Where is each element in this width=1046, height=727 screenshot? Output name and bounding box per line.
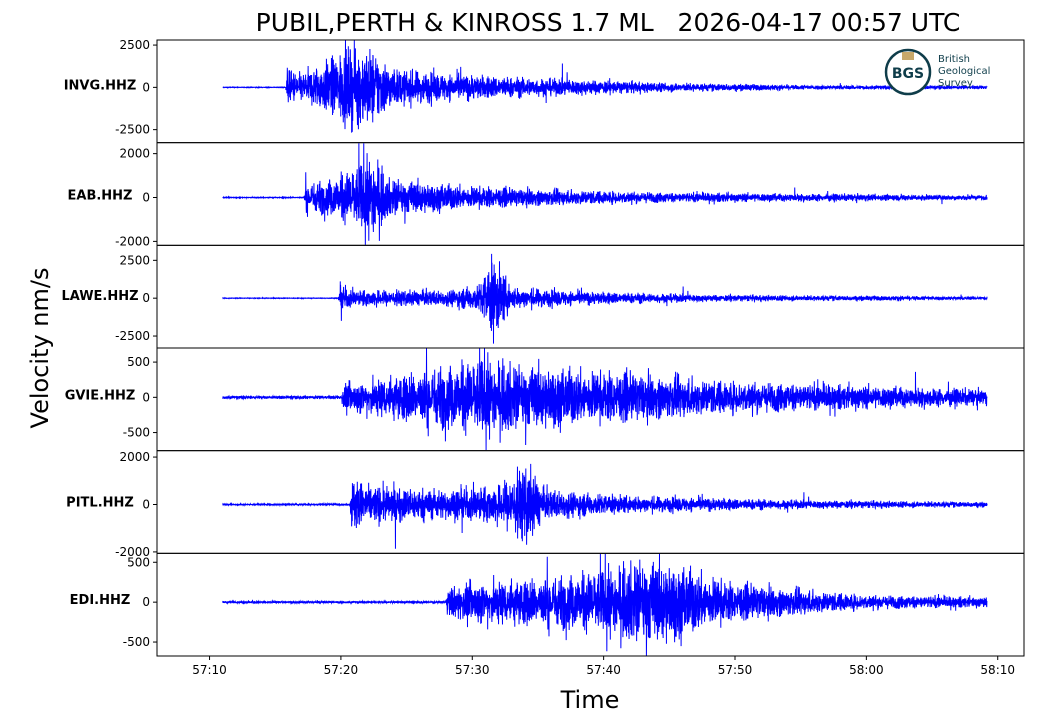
waveform-line bbox=[222, 253, 988, 344]
logo-line3: Survey bbox=[938, 78, 973, 89]
y-tick-label: 0 bbox=[142, 595, 150, 609]
x-tick-label: 57:30 bbox=[455, 663, 490, 677]
x-axis: 57:10 57:20 57:30 57:40 57:50 58:00 58:10 bbox=[192, 656, 1015, 677]
trace-panel-pitl: 2000 0 -2000 PITL.HHZ bbox=[66, 450, 1025, 559]
waveform-line bbox=[222, 553, 988, 656]
station-label: INVG.HHZ bbox=[64, 78, 137, 93]
y-tick-label: 0 bbox=[142, 390, 150, 404]
x-tick-label: 58:10 bbox=[980, 663, 1015, 677]
y-tick-label: 500 bbox=[127, 355, 150, 369]
trace-panel-lawe: 2500 0 -2500 LAWE.HHZ bbox=[61, 244, 1025, 349]
y-tick-label: -2500 bbox=[115, 123, 150, 137]
y-tick-label: -500 bbox=[123, 635, 150, 649]
x-axis-label: Time bbox=[560, 686, 620, 714]
bgs-logo: BGS British Geological Survey bbox=[884, 48, 990, 96]
y-tick-label: -2500 bbox=[115, 329, 150, 343]
waveform-line bbox=[222, 40, 988, 133]
y-tick-label: 2500 bbox=[119, 38, 150, 52]
y-tick-label: 500 bbox=[127, 555, 150, 569]
waveform-line bbox=[222, 143, 988, 245]
y-tick-label: 0 bbox=[142, 291, 150, 305]
logo-abbr: BGS bbox=[892, 66, 924, 82]
x-tick-label: 57:20 bbox=[324, 663, 359, 677]
y-tick-label: -2000 bbox=[115, 545, 150, 559]
y-tick-label: 0 bbox=[142, 80, 150, 94]
y-tick-label: 2500 bbox=[119, 253, 150, 267]
station-label: LAWE.HHZ bbox=[61, 289, 138, 304]
x-tick-label: 57:40 bbox=[586, 663, 621, 677]
y-tick-label: -2000 bbox=[115, 234, 150, 248]
y-tick-label: 0 bbox=[142, 191, 150, 205]
trace-panel-invg: 2500 0 -2500 INVG.HHZ bbox=[64, 38, 1025, 144]
station-label: EAB.HHZ bbox=[68, 189, 133, 204]
chart-title: PUBIL,PERTH & KINROSS 1.7 ML 2026-04-17 … bbox=[256, 8, 961, 37]
panel-frame bbox=[156, 552, 1025, 657]
logo-line2: Geological bbox=[938, 66, 990, 77]
station-label: EDI.HHZ bbox=[70, 593, 131, 608]
y-tick-label: 2000 bbox=[119, 450, 150, 464]
y-tick-label: -500 bbox=[123, 426, 150, 440]
x-tick-label: 58:00 bbox=[849, 663, 884, 677]
waveform-line bbox=[222, 348, 988, 451]
trace-panel-edi: 500 0 -500 EDI.HHZ bbox=[70, 552, 1025, 657]
station-label: GVIE.HHZ bbox=[65, 388, 136, 403]
x-tick-label: 57:10 bbox=[192, 663, 227, 677]
waveform-line bbox=[222, 463, 988, 549]
logo-line1: British bbox=[938, 54, 970, 65]
x-tick-label: 57:50 bbox=[718, 663, 753, 677]
y-axis-label: Velocity nm/s bbox=[26, 268, 54, 429]
y-tick-label: 2000 bbox=[119, 147, 150, 161]
trace-panel-eab: 2000 0 -2000 EAB.HHZ bbox=[68, 142, 1025, 248]
station-label: PITL.HHZ bbox=[66, 495, 134, 510]
trace-panel-gvie: 500 0 -500 GVIE.HHZ bbox=[65, 347, 1025, 452]
y-tick-label: 0 bbox=[142, 497, 150, 511]
